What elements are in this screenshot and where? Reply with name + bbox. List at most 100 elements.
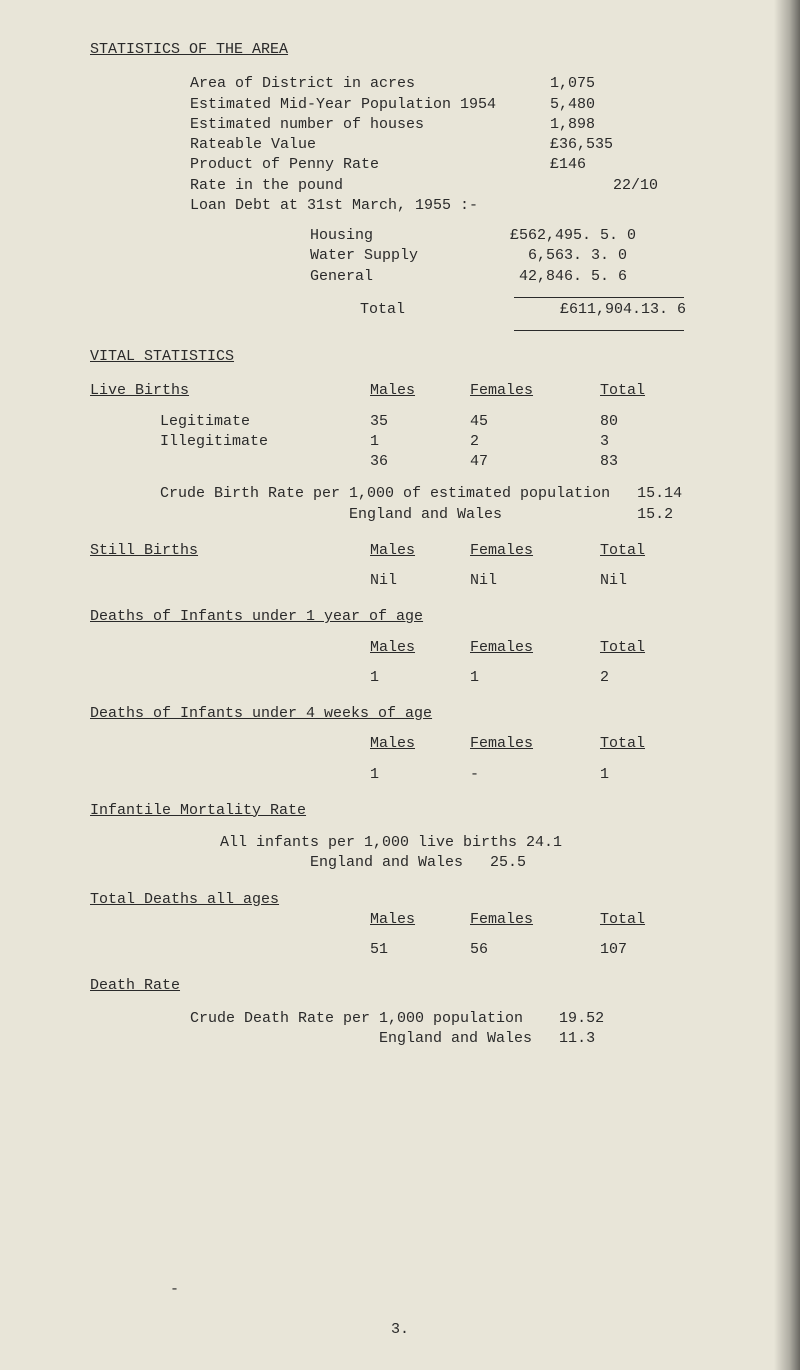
cell: 35 bbox=[370, 412, 470, 432]
col-total: Total bbox=[600, 541, 700, 561]
stat-value: 1,075 bbox=[550, 74, 670, 94]
page-number: 3. bbox=[391, 1320, 409, 1340]
cell: Nil bbox=[370, 571, 470, 591]
cell: Nil bbox=[470, 571, 600, 591]
stat-row: Loan Debt at 31st March, 1955 :- bbox=[190, 196, 750, 216]
col-females: Females bbox=[470, 541, 600, 561]
col-males: Males bbox=[370, 541, 470, 561]
death-rate-line-2: England and Wales 11.3 bbox=[90, 1029, 750, 1049]
stat-value: 5,480 bbox=[550, 95, 670, 115]
col-males: Males bbox=[370, 910, 470, 930]
divider bbox=[514, 330, 684, 331]
stat-row: Area of District in acres1,075 bbox=[190, 74, 750, 94]
cell: 45 bbox=[470, 412, 600, 432]
cell: 2 bbox=[470, 432, 600, 452]
deaths-infants-4wk-heading: Deaths of Infants under 4 weeks of age bbox=[90, 704, 750, 724]
table-row: 1 - 1 bbox=[90, 765, 750, 785]
table-header: Males Females Total bbox=[90, 910, 750, 930]
stat-value: £36,535 bbox=[550, 135, 670, 155]
col-males: Males bbox=[370, 734, 470, 754]
cell: 1 bbox=[370, 432, 470, 452]
minus-mark: - bbox=[170, 1280, 179, 1300]
col-males: Males bbox=[370, 638, 470, 658]
table-header: Males Females Total bbox=[90, 734, 750, 754]
col-females: Females bbox=[470, 910, 600, 930]
death-rate-heading: Death Rate bbox=[90, 976, 750, 996]
cell: 56 bbox=[470, 940, 600, 960]
still-births-heading: Still Births bbox=[90, 541, 370, 561]
deaths-infants-1yr-heading: Deaths of Infants under 1 year of age bbox=[90, 607, 750, 627]
cell: 36 bbox=[370, 452, 470, 472]
cell: 2 bbox=[600, 668, 700, 688]
stat-row: Estimated number of houses1,898 bbox=[190, 115, 750, 135]
col-total: Total bbox=[600, 381, 700, 401]
cell: 1 bbox=[370, 765, 470, 785]
live-births-heading: Live Births bbox=[90, 381, 370, 401]
stat-row: Product of Penny Rate£146 bbox=[190, 155, 750, 175]
district-stats: Area of District in acres1,075 Estimated… bbox=[90, 74, 750, 216]
loan-total-label: Total bbox=[310, 300, 560, 320]
table-row: 36 47 83 bbox=[90, 452, 750, 472]
stat-label: Estimated number of houses bbox=[190, 115, 550, 135]
table-row: Legitimate 35 45 80 bbox=[90, 412, 750, 432]
col-females: Females bbox=[470, 638, 600, 658]
live-births-header: Live Births Males Females Total bbox=[90, 381, 750, 401]
table-row: Nil Nil Nil bbox=[90, 571, 750, 591]
cell: 80 bbox=[600, 412, 700, 432]
imr-line-1: All infants per 1,000 live births 24.1 bbox=[90, 833, 750, 853]
cell: 3 bbox=[600, 432, 700, 452]
total-deaths-heading: Total Deaths all ages bbox=[90, 890, 750, 910]
loan-row: Housing£562,495. 5. 0 bbox=[310, 226, 750, 246]
loan-label: Water Supply bbox=[310, 246, 510, 266]
still-births-header: Still Births Males Females Total bbox=[90, 541, 750, 561]
stat-label: Product of Penny Rate bbox=[190, 155, 550, 175]
cell: 83 bbox=[600, 452, 700, 472]
death-rate-line-1: Crude Death Rate per 1,000 population 19… bbox=[90, 1009, 750, 1029]
imr-line-2: England and Wales 25.5 bbox=[90, 853, 750, 873]
loan-value: 42,846. 5. 6 bbox=[510, 267, 627, 287]
col-females: Females bbox=[470, 734, 600, 754]
loan-label: General bbox=[310, 267, 510, 287]
crude-birth-rate-2: England and Wales 15.2 bbox=[90, 505, 750, 525]
row-label: Legitimate bbox=[160, 412, 370, 432]
col-males: Males bbox=[370, 381, 470, 401]
cell: 51 bbox=[370, 940, 470, 960]
stat-row: Estimated Mid-Year Population 19545,480 bbox=[190, 95, 750, 115]
stat-label: Estimated Mid-Year Population 1954 bbox=[190, 95, 550, 115]
loan-label: Housing bbox=[310, 226, 510, 246]
loan-value: 6,563. 3. 0 bbox=[510, 246, 627, 266]
stat-value: 22/10 bbox=[550, 176, 670, 196]
cell: - bbox=[470, 765, 600, 785]
stat-label: Loan Debt at 31st March, 1955 :- bbox=[190, 196, 550, 216]
table-row: Illegitimate 1 2 3 bbox=[90, 432, 750, 452]
loan-debt: Housing£562,495. 5. 0 Water Supply 6,563… bbox=[90, 226, 750, 287]
cell: 47 bbox=[470, 452, 600, 472]
col-total: Total bbox=[600, 734, 700, 754]
col-total: Total bbox=[600, 638, 700, 658]
cell: 1 bbox=[370, 668, 470, 688]
col-total: Total bbox=[600, 910, 700, 930]
table-header: Males Females Total bbox=[90, 638, 750, 658]
loan-total-value: £611,904.13. 6 bbox=[560, 300, 686, 320]
stat-label: Rateable Value bbox=[190, 135, 550, 155]
row-label: Illegitimate bbox=[160, 432, 370, 452]
stat-value: £146 bbox=[550, 155, 670, 175]
cell: 1 bbox=[470, 668, 600, 688]
page: STATISTICS OF THE AREA Area of District … bbox=[0, 0, 800, 1370]
row-label bbox=[160, 452, 370, 472]
stat-value: 1,898 bbox=[550, 115, 670, 135]
imr-heading: Infantile Mortality Rate bbox=[90, 801, 750, 821]
page-edge-shadow bbox=[774, 0, 800, 1370]
table-row: 51 56 107 bbox=[90, 940, 750, 960]
page-title: STATISTICS OF THE AREA bbox=[90, 40, 750, 60]
col-females: Females bbox=[470, 381, 600, 401]
vital-heading: VITAL STATISTICS bbox=[90, 347, 750, 367]
loan-row: General 42,846. 5. 6 bbox=[310, 267, 750, 287]
cell: Nil bbox=[600, 571, 700, 591]
divider bbox=[514, 297, 684, 298]
loan-total: Total£611,904.13. 6 bbox=[90, 300, 750, 320]
stat-label: Rate in the pound bbox=[190, 176, 550, 196]
stat-label: Area of District in acres bbox=[190, 74, 550, 94]
loan-row: Water Supply 6,563. 3. 0 bbox=[310, 246, 750, 266]
cell: 107 bbox=[600, 940, 700, 960]
